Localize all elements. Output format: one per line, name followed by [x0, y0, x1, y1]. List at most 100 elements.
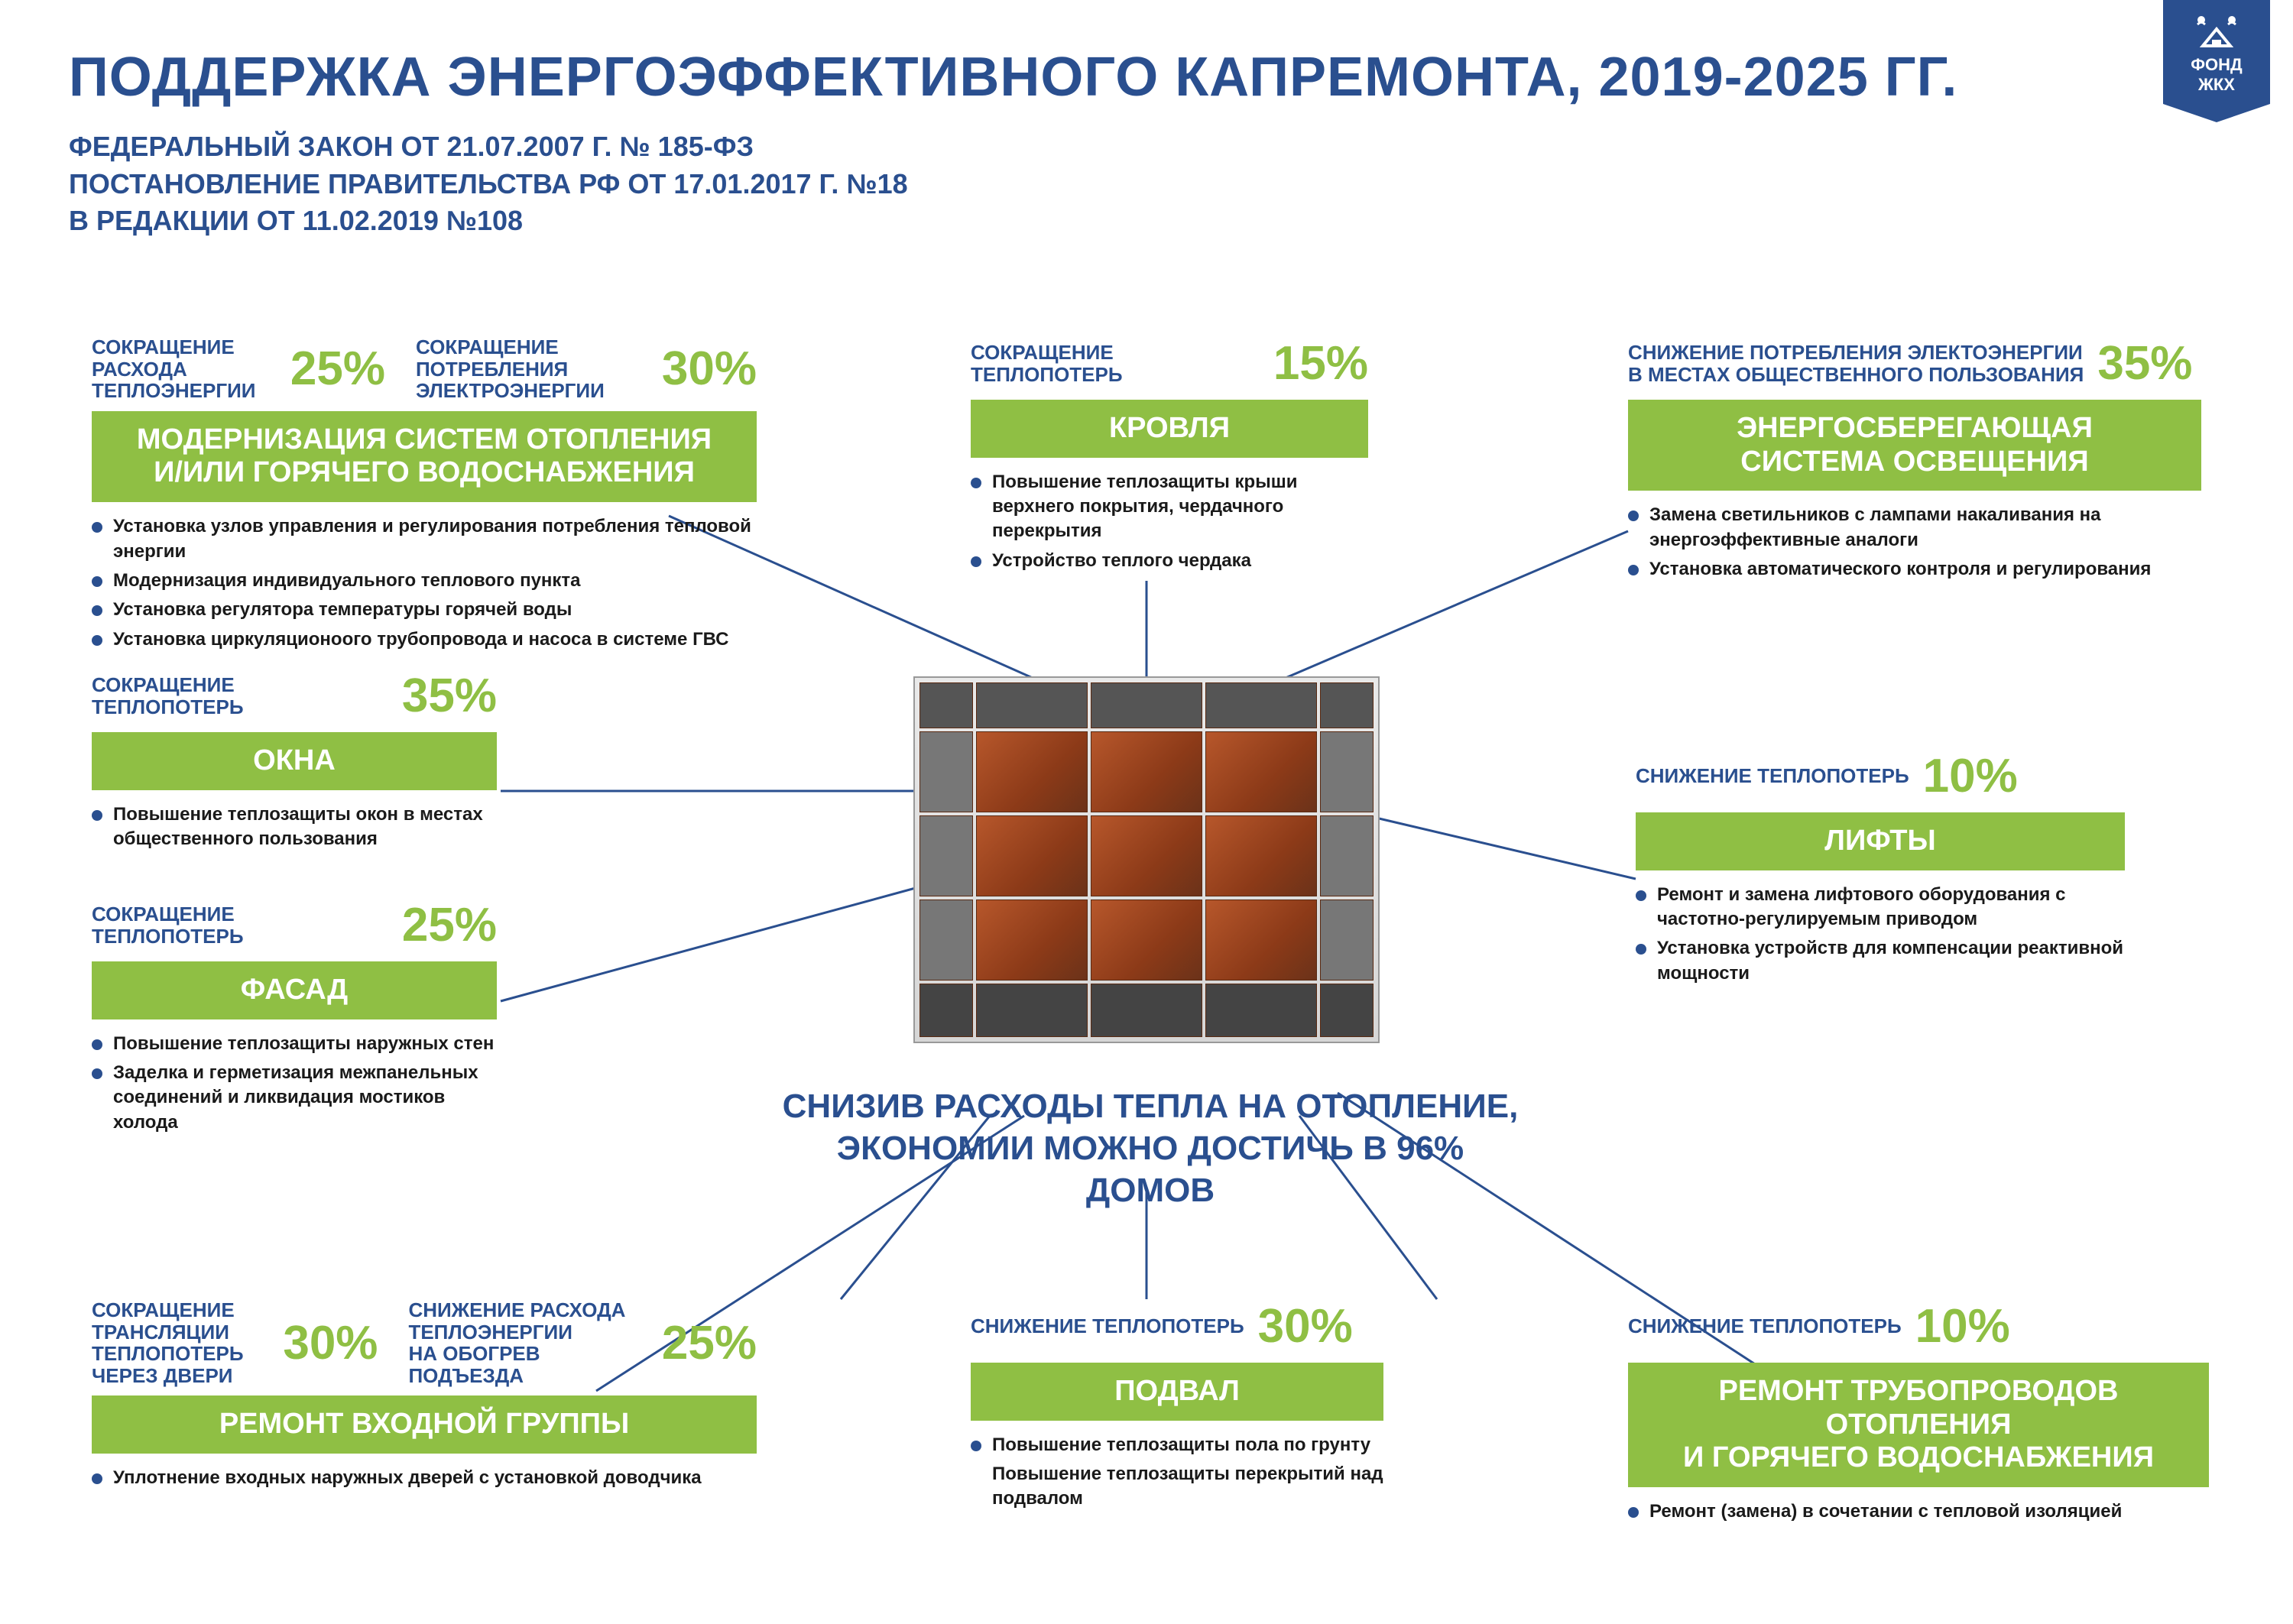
stats-row: СОКРАЩЕНИЕ ТЕПЛОПОТЕРЬ 25%: [92, 898, 497, 952]
central-tagline: СНИЗИВ РАСХОДЫ ТЕПЛА НА ОТОПЛЕНИЕ, ЭКОНО…: [772, 1085, 1529, 1211]
bullet-item: Замена светильников с лампами накаливани…: [1628, 503, 2201, 553]
bullet-item: Установка устройств для компенсации реак…: [1636, 936, 2125, 986]
stat-label: СНИЖЕНИЕ РАСХОДА ТЕПЛОЭНЕРГИИНА ОБОГРЕВ …: [408, 1299, 647, 1386]
tagline-line: ЭКОНОМИИ МОЖНО ДОСТИЧЬ В 96% ДОМОВ: [772, 1127, 1529, 1211]
stat-label: СНИЖЕНИЕ ТЕПЛОПОТЕРЬ: [1628, 1315, 1902, 1337]
stat-value: 30%: [1258, 1299, 1353, 1353]
bullet-item: Повышение теплозащиты крыши верхнего пок…: [971, 470, 1368, 544]
subtitle-line: ПОСТАНОВЛЕНИЕ ПРАВИТЕЛЬСТВА РФ ОТ 17.01.…: [69, 166, 2224, 203]
stat-value: 35%: [402, 669, 497, 723]
stat-label: СНИЖЕНИЕ ПОТРЕБЛЕНИЯ ЭЛЕКТОЭНЕРГИИВ МЕСТ…: [1628, 342, 2084, 385]
stat-value: 30%: [283, 1316, 378, 1370]
card-windows: СОКРАЩЕНИЕ ТЕПЛОПОТЕРЬ 35% ОКНА Повышение т…: [92, 669, 497, 856]
card-header: ФАСАД: [92, 961, 497, 1019]
card-entrance: СОКРАЩЕНИЕ ТРАНСЛЯЦИИТЕПЛОПОТЕРЬ ЧЕРЕЗ Д…: [92, 1299, 757, 1495]
bullet-item: Повышение теплозащиты наружных стен: [92, 1032, 497, 1056]
bullet-list: Повышение теплозащиты крыши верхнего пок…: [971, 470, 1368, 574]
card-header: РЕМОНТ ВХОДНОЙ ГРУППЫ: [92, 1395, 757, 1454]
stat-value: 10%: [1923, 749, 2018, 803]
stat-label: СНИЖЕНИЕ ТЕПЛОПОТЕРЬ: [971, 1315, 1244, 1337]
stat-value: 25%: [402, 898, 497, 952]
stats-row: СНИЖЕНИЕ ПОТРЕБЛЕНИЯ ЭЛЕКТОЭНЕРГИИВ МЕСТ…: [1628, 336, 2201, 391]
bullet-item: Ремонт и замена лифтового оборудования с…: [1636, 883, 2125, 932]
fund-logo: ФОНД ЖКХ: [2163, 0, 2270, 122]
stat-label: СОКРАЩЕНИЕ ТЕПЛОПОТЕРЬ: [971, 342, 1260, 385]
card-facade: СОКРАЩЕНИЕ ТЕПЛОПОТЕРЬ 25% ФАСАД Повышение …: [92, 898, 497, 1139]
card-header: ПОДВАЛ: [971, 1363, 1383, 1421]
stat: СОКРАЩЕНИЕ ТРАНСЛЯЦИИТЕПЛОПОТЕРЬ ЧЕРЕЗ Д…: [92, 1299, 378, 1386]
stat: СОКРАЩЕНИЕ РАСХОДАТЕПЛОЭНЕРГИИ25%: [92, 336, 385, 402]
card-header: РЕМОНТ ТРУБОПРОВОДОВ ОТОПЛЕНИЯИ ГОРЯЧЕГО…: [1628, 1363, 2209, 1487]
stat: СНИЖЕНИЕ ТЕПЛОПОТЕРЬ 10%: [1636, 749, 2018, 803]
card-lighting: СНИЖЕНИЕ ПОТРЕБЛЕНИЯ ЭЛЕКТОЭНЕРГИИВ МЕСТ…: [1628, 336, 2201, 587]
bullet-item: Ремонт (замена) в сочетании с тепловой и…: [1628, 1499, 2209, 1524]
card-header: ОКНА: [92, 732, 497, 790]
card-pipes: СНИЖЕНИЕ ТЕПЛОПОТЕРЬ 10% РЕМОНТ ТРУБОПРОВО…: [1628, 1299, 2209, 1528]
stats-row: СОКРАЩЕНИЕ РАСХОДАТЕПЛОЭНЕРГИИ25%СОКРАЩЕ…: [92, 336, 757, 402]
bullet-item: Установка регулятора температуры горячей…: [92, 598, 757, 622]
stats-row: СНИЖЕНИЕ ТЕПЛОПОТЕРЬ 30%: [971, 1299, 1383, 1353]
page: ФОНД ЖКХ ПОДДЕРЖКА ЭНЕРГОЭФФЕКТИВНОГО КА…: [0, 0, 2293, 1624]
house-icon: [2194, 14, 2239, 49]
building-cutaway-illustration: [913, 676, 1380, 1043]
stat: СНИЖЕНИЕ РАСХОДА ТЕПЛОЭНЕРГИИНА ОБОГРЕВ …: [408, 1299, 757, 1386]
stats-row: СОКРАЩЕНИЕ ТРАНСЛЯЦИИТЕПЛОПОТЕРЬ ЧЕРЕЗ Д…: [92, 1299, 757, 1386]
stat: СНИЖЕНИЕ ТЕПЛОПОТЕРЬ 10%: [1628, 1299, 2010, 1353]
stat-label: СОКРАЩЕНИЕ РАСХОДАТЕПЛОЭНЕРГИИ: [92, 336, 277, 402]
card-roof: СОКРАЩЕНИЕ ТЕПЛОПОТЕРЬ 15% КРОВЛЯ Повышение…: [971, 336, 1368, 578]
stat-label: СОКРАЩЕНИЕ ТЕПЛОПОТЕРЬ: [92, 674, 388, 718]
bullet-list: Повышение теплозащиты пола по грунту Повы…: [971, 1433, 1383, 1512]
tagline-line: СНИЗИВ РАСХОДЫ ТЕПЛА НА ОТОПЛЕНИЕ,: [772, 1085, 1529, 1127]
stats-row: СОКРАЩЕНИЕ ТЕПЛОПОТЕРЬ 35%: [92, 669, 497, 723]
logo-text-2: ЖКХ: [2163, 75, 2270, 95]
stats-row: СОКРАЩЕНИЕ ТЕПЛОПОТЕРЬ 15%: [971, 336, 1368, 391]
bullet-item: Установка узлов управления и регулирован…: [92, 514, 757, 564]
connector-line: [501, 887, 921, 1001]
stat-value: 15%: [1273, 336, 1368, 391]
card-lifts: СНИЖЕНИЕ ТЕПЛОПОТЕРЬ10%ЛИФТЫРемонт и зам…: [1636, 749, 2125, 990]
page-title: ПОДДЕРЖКА ЭНЕРГОЭФФЕКТИВНОГО КАПРЕМОНТА,…: [69, 46, 2224, 109]
bullet-list: Замена светильников с лампами накаливани…: [1628, 503, 2201, 582]
bullet-list: Установка узлов управления и регулирован…: [92, 514, 757, 652]
stat-value: 35%: [2097, 336, 2192, 391]
stat-label: СОКРАЩЕНИЕ ТЕПЛОПОТЕРЬ: [92, 903, 388, 947]
subtitle-line: ФЕДЕРАЛЬНЫЙ ЗАКОН ОТ 21.07.2007 Г. № 185…: [69, 128, 2224, 166]
stat: СНИЖЕНИЕ ТЕПЛОПОТЕРЬ 30%: [971, 1299, 1353, 1353]
logo-text-1: ФОНД: [2163, 55, 2270, 75]
stat: СОКРАЩЕНИЕ ТЕПЛОПОТЕРЬ 25%: [92, 898, 497, 952]
bullet-list: Уплотнение входных наружных дверей с уст…: [92, 1466, 757, 1490]
bullet-item: Уплотнение входных наружных дверей с уст…: [92, 1466, 757, 1490]
bullet-list: Ремонт (замена) в сочетании с тепловой и…: [1628, 1499, 2209, 1524]
stat: СОКРАЩЕНИЕ ТЕПЛОПОТЕРЬ 35%: [92, 669, 497, 723]
stats-row: СНИЖЕНИЕ ТЕПЛОПОТЕРЬ 10%: [1636, 749, 2125, 803]
stats-row: СНИЖЕНИЕ ТЕПЛОПОТЕРЬ 10%: [1628, 1299, 2209, 1353]
bullet-item-plain: Повышение теплозащиты перекрытий над под…: [971, 1462, 1383, 1512]
bullet-item: Повышение теплозащиты окон в местах обще…: [92, 802, 497, 852]
stat: СОКРАЩЕНИЕ ПОТРЕБЛЕНИЯЭЛЕКТРОЭНЕРГИИ 30%: [416, 336, 757, 402]
bullet-item: Заделка и герметизация межпанельных соед…: [92, 1061, 497, 1135]
bullet-item: Устройство теплого чердака: [971, 549, 1368, 573]
card-header: ЭНЕРГОСБЕРЕГАЮЩАЯСИСТЕМА ОСВЕЩЕНИЯ: [1628, 400, 2201, 491]
stat-label: СОКРАЩЕНИЕ ТРАНСЛЯЦИИТЕПЛОПОТЕРЬ ЧЕРЕЗ Д…: [92, 1299, 269, 1386]
bullet-item: Повышение теплозащиты пола по грунту: [971, 1433, 1383, 1457]
subtitle-line: В РЕДАКЦИИ ОТ 11.02.2019 №108: [69, 203, 2224, 240]
bullet-list: Ремонт и замена лифтового оборудования с…: [1636, 883, 2125, 987]
card-heating: СОКРАЩЕНИЕ РАСХОДАТЕПЛОЭНЕРГИИ25%СОКРАЩЕ…: [92, 336, 757, 656]
subtitle: ФЕДЕРАЛЬНЫЙ ЗАКОН ОТ 21.07.2007 Г. № 185…: [69, 128, 2224, 240]
stat: СНИЖЕНИЕ ПОТРЕБЛЕНИЯ ЭЛЕКТОЭНЕРГИИВ МЕСТ…: [1628, 336, 2192, 391]
card-basement: СНИЖЕНИЕ ТЕПЛОПОТЕРЬ 30% ПОДВАЛ Повышение т…: [971, 1299, 1383, 1516]
card-header: МОДЕРНИЗАЦИЯ СИСТЕМ ОТОПЛЕНИЯИ/ИЛИ ГОРЯЧ…: [92, 411, 757, 502]
stat-value: 10%: [1915, 1299, 2010, 1353]
stat-label: СОКРАЩЕНИЕ ПОТРЕБЛЕНИЯЭЛЕКТРОЭНЕРГИИ: [416, 336, 648, 402]
stat: СОКРАЩЕНИЕ ТЕПЛОПОТЕРЬ 15%: [971, 336, 1368, 391]
stat-value: 30%: [662, 342, 757, 396]
bullet-list: Повышение теплозащиты наружных стен Задел…: [92, 1032, 497, 1136]
connector-line: [1376, 818, 1636, 879]
stat-value: 25%: [662, 1316, 757, 1370]
stat-value: 25%: [290, 342, 385, 396]
bullet-item: Модернизация индивидуального теплового п…: [92, 569, 757, 593]
bullet-item: Установка автоматического контроля и рег…: [1628, 557, 2201, 582]
stat-label: СНИЖЕНИЕ ТЕПЛОПОТЕРЬ: [1636, 765, 1909, 787]
card-header: КРОВЛЯ: [971, 400, 1368, 458]
bullet-list: Повышение теплозащиты окон в местах обще…: [92, 802, 497, 852]
